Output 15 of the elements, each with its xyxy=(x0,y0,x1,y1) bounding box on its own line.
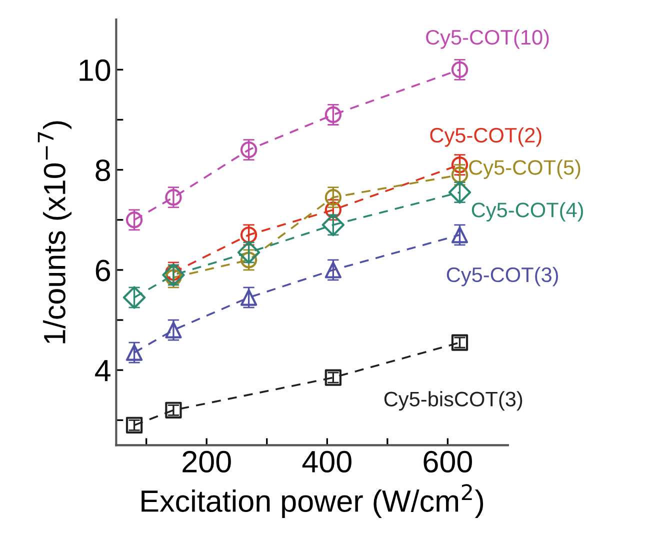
series-label: Cy5-COT(4) xyxy=(472,202,583,222)
y-tick-label: 6 xyxy=(96,260,110,282)
series-label: Cy5-COT(2) xyxy=(430,127,542,147)
y-tick-label: 8 xyxy=(96,160,110,182)
x-tick-label: 200 xyxy=(182,450,231,473)
y-axis-title: 1/counts (x10$^{−7}$) xyxy=(38,121,72,344)
series-label: Cy5-COT(10) xyxy=(426,29,549,49)
series-label: Cy5-COT(5) xyxy=(469,160,580,179)
y-tick-label: 10 xyxy=(80,59,110,82)
series-label: Cy5-bisCOT(3) xyxy=(384,391,522,411)
y-tick-label: 4 xyxy=(95,360,110,382)
series-label: Cy5-COT(3) xyxy=(446,266,558,286)
x-axis-title: Excitation power (W/cm$^{2}$) xyxy=(142,484,484,518)
x-tick-label: 600 xyxy=(424,450,472,473)
x-tick-label: 400 xyxy=(302,450,352,473)
